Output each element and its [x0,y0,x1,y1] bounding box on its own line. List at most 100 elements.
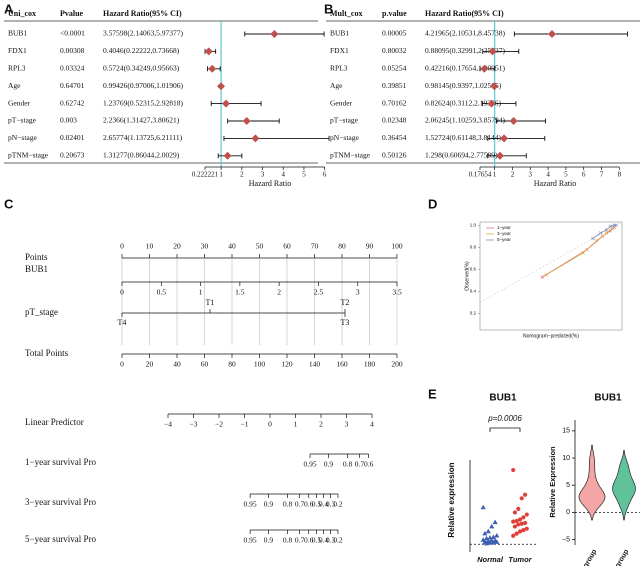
scale-tick-label: 90 [366,242,374,251]
y-tick-label: 0.4 [470,289,477,294]
data-point [511,519,516,524]
row-label: pTNM−stage [8,151,49,160]
data-point [524,526,529,531]
ideal-line [479,221,623,303]
p-value: 0.003 [60,116,77,125]
data-point [517,517,523,522]
p-value-annotation: p=0.0006 [487,414,522,423]
p-value: 0.64701 [60,81,85,90]
panel-label: B [324,1,333,16]
data-point [487,540,493,545]
hr-point [480,64,489,73]
scale-tick-label: 40 [173,360,181,369]
row-label: FDX1 [8,46,27,55]
p-value: 0.80032 [382,46,407,55]
hr-point [500,134,509,143]
x-tick-label: 3 [529,171,533,179]
hr-point [242,117,251,125]
hr-label: 2.2366(1.31427,3.80621) [103,116,180,125]
y-axis-label: Relative Expression [548,446,557,518]
hr-label: 0.99426(0.97006,1.01906) [103,81,183,90]
data-point [523,520,528,526]
legend-label: 5−year [497,237,511,242]
data-point [487,535,493,540]
data-point [514,531,519,536]
calibration-point [544,273,548,277]
hr-label: 2.65774(1.13725,6.21111) [103,133,183,142]
category-label: T4 [118,318,127,327]
hr-label: 1.52724(0.61148,3.8144) [425,133,501,142]
scale-tick-label: 0.8 [343,460,353,469]
scale-tick-label: 20 [146,360,154,369]
legend-label: 1−year [497,225,511,230]
data-point [490,534,496,539]
legend-label: 3−year [497,231,511,236]
p-value: 0.02401 [60,133,85,142]
scale-label: 3−year survival Pro [25,497,97,507]
scale-tick-label: 140 [309,360,321,369]
x-tick-label: 5 [564,171,568,179]
scale-tick-label: 2 [277,288,281,297]
data-point [490,540,496,545]
row-label: Age [330,81,343,90]
x-tick-label: Tumor [508,555,532,564]
scale-tick-label: 3 [345,420,349,429]
scale-tick-label: 1 [294,420,298,429]
x-tick-label: 1 [219,171,223,179]
row-label: pTNM−stage [330,151,371,160]
data-point [511,467,516,473]
p-value: 0.03324 [60,64,85,73]
scale-tick-label: 0 [268,420,272,429]
calibration-line [545,228,613,276]
p-value: 0.20673 [60,151,85,160]
scale-tick-label: 20 [173,242,181,251]
scale-tick-label: 2.5 [314,288,324,297]
data-point [494,539,500,544]
scale-tick-label: 0.6 [304,500,314,509]
hr-point [208,64,217,73]
hr-label: 2.06245(1.10259,3.85794) [425,116,505,125]
x-tick-label: 2 [240,171,244,179]
hr-label: 0.88095(0.32991,2.35237) [425,46,505,55]
scale-tick-label: −1 [241,420,249,429]
p-value: 0.00308 [60,46,85,55]
scale-tick-label: −3 [190,420,198,429]
scale-tick-label: 0.9 [324,460,334,469]
scale-tick-label: 0.3 [326,536,336,545]
panel-label: A [4,1,14,16]
data-point [517,529,523,534]
scale-tick-label: 1 [199,288,203,297]
scale-tick-label: 3 [356,288,360,297]
scale-tick-label: 80 [228,360,236,369]
scale-tick-label: 0.5 [312,500,322,509]
y-tick-label: 0.8 [470,245,477,250]
x-tick-label: 0.17654 [469,171,492,179]
category-label: T3 [341,318,350,327]
scale-label: BUB1 [25,264,48,274]
scale-tick-label: 0.5 [157,288,167,297]
p-value: 0.02348 [382,116,407,125]
x-tick-label: 5 [302,171,306,179]
scale-tick-label: 0.4 [319,500,329,509]
x-axis-label: Nomogram−predicted(%) [523,333,579,339]
hr-label: 1.23769(0.52315,2.92818) [103,98,183,107]
x-tick-label: 1 [493,171,497,179]
data-point [519,521,524,526]
hr-point [509,117,518,125]
category-label: T2 [341,298,350,307]
hr-label: 3.57598(2.14063,5.97377) [103,29,183,38]
violin [612,450,636,521]
row-label: Gender [330,98,353,107]
scale-tick-label: 1.5 [235,288,245,297]
calibration-point [594,238,599,243]
scale-tick-label: 80 [338,242,346,251]
scale-tick-label: 0.95 [303,460,316,469]
scale-tick-label: 50 [256,242,264,251]
p-value: 0.39851 [382,81,407,90]
scale-tick-label: 0 [120,288,124,297]
calibration-point [581,251,585,255]
panel-label: D [428,196,437,211]
x-axis-label: Hazard Ratio [534,179,576,188]
x-tick-label: 8 [618,171,622,179]
